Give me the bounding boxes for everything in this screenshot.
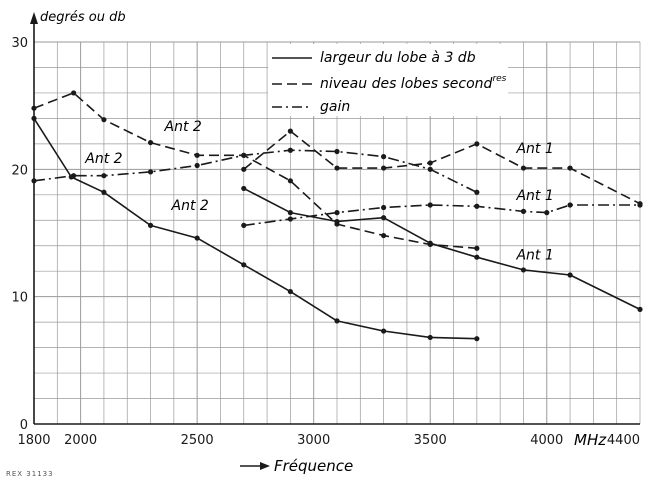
data-point (474, 336, 480, 342)
series-line (243, 187, 641, 311)
data-point (101, 189, 107, 195)
data-point (544, 210, 550, 216)
y-tick-label: 10 (11, 291, 28, 306)
data-point (567, 202, 573, 208)
data-point (287, 216, 293, 222)
y-tick-label: 30 (11, 36, 28, 51)
data-point (241, 166, 247, 172)
data-point (194, 162, 200, 169)
data-point (520, 267, 527, 273)
data-point (427, 166, 433, 172)
series-ant1-dashed (241, 128, 643, 207)
data-point (194, 152, 200, 158)
data-point (637, 306, 643, 312)
y-axis-label: degrés ou db (40, 10, 126, 25)
data-point (427, 160, 433, 166)
data-point (334, 148, 340, 155)
chart-legend: largeur du lobe à 3 db niveau des lobes … (268, 44, 508, 116)
data-point (381, 165, 387, 171)
data-point (101, 173, 107, 179)
data-point (427, 240, 433, 246)
data-point (147, 222, 154, 228)
x-tick-label: 3500 (414, 433, 447, 448)
data-point (241, 185, 247, 192)
series-line (243, 204, 640, 227)
legend-label-dashed-text: niveau des lobes second (320, 76, 493, 92)
legend-label-dashed-superscript: res (492, 74, 506, 84)
series-annotation: Ant 1 (515, 141, 553, 157)
series-annotations: Ant 2 Ant 2 Ant 2 Ant 1 Ant 1 Ant 1 (84, 119, 553, 264)
chart-series (31, 90, 643, 342)
data-point (31, 115, 37, 121)
x-tick-label: 3000 (297, 433, 330, 448)
data-point (287, 178, 293, 184)
data-point (334, 218, 340, 225)
series-annotation: Ant 1 (515, 248, 553, 264)
data-point (474, 203, 480, 209)
legend-label-dashdot: gain (320, 99, 350, 115)
data-point (241, 152, 247, 158)
legend-label-solid: largeur du lobe à 3 db (320, 50, 476, 66)
data-point (287, 210, 293, 216)
x-tick-label: 2500 (181, 433, 214, 448)
data-point (381, 328, 387, 334)
data-point (31, 178, 37, 184)
legend-background (268, 44, 508, 116)
series-ant1-dashdot (241, 202, 643, 228)
data-point (381, 232, 387, 239)
x-axis-title: Fréquence (240, 457, 353, 475)
data-point (287, 288, 293, 295)
x-axis-label: Fréquence (274, 457, 353, 475)
series-ant2-dashdot (31, 147, 480, 195)
data-point (147, 169, 154, 175)
data-point (474, 189, 480, 195)
data-point (381, 215, 387, 221)
legend-label-dashed: niveau des lobes secondres (320, 74, 507, 92)
data-point (520, 165, 527, 171)
data-point (474, 141, 480, 147)
data-point (101, 117, 107, 123)
data-point (567, 165, 573, 171)
data-point (71, 90, 77, 96)
series-ant1-solid (241, 185, 643, 312)
data-point (334, 318, 340, 324)
data-point (474, 245, 480, 251)
data-point (194, 235, 200, 241)
data-point (381, 204, 387, 211)
data-point (31, 105, 37, 111)
series-annotation: Ant 2 (84, 151, 122, 167)
x-tick-label: 4000 (530, 433, 563, 448)
axis-tick-labels: 1800 2000 2500 3000 3500 4000 4400 0 10 20 30 (11, 36, 640, 448)
series-annotation: Ant 2 (171, 198, 209, 214)
data-point (474, 254, 480, 260)
data-point (287, 128, 293, 134)
data-point (427, 334, 433, 341)
figure-reference-number: REX 31133 (6, 470, 54, 478)
data-point (427, 202, 433, 208)
series-annotation: Ant 2 (164, 119, 202, 135)
data-point (241, 222, 247, 228)
data-point (637, 202, 643, 208)
y-tick-label: 20 (11, 163, 28, 178)
data-point (334, 210, 340, 216)
data-point (241, 262, 247, 268)
data-point (287, 147, 293, 153)
x-axis-title-arrow-icon (260, 462, 270, 470)
data-point (520, 208, 527, 214)
data-point (381, 154, 387, 160)
data-point (567, 272, 573, 278)
x-tick-label: 2000 (64, 433, 97, 448)
y-tick-label: 0 (20, 418, 28, 433)
series-ant2-solid (31, 115, 480, 342)
data-point (334, 165, 340, 171)
y-axis-arrow-icon (30, 12, 38, 24)
x-tick-label: 4400 (607, 433, 640, 448)
data-point (147, 139, 154, 146)
x-tick-label: 1800 (17, 433, 50, 448)
series-annotation: Ant 1 (515, 188, 553, 204)
x-unit-label: MHz (574, 431, 607, 449)
series-line (33, 92, 477, 250)
data-point (71, 173, 77, 179)
